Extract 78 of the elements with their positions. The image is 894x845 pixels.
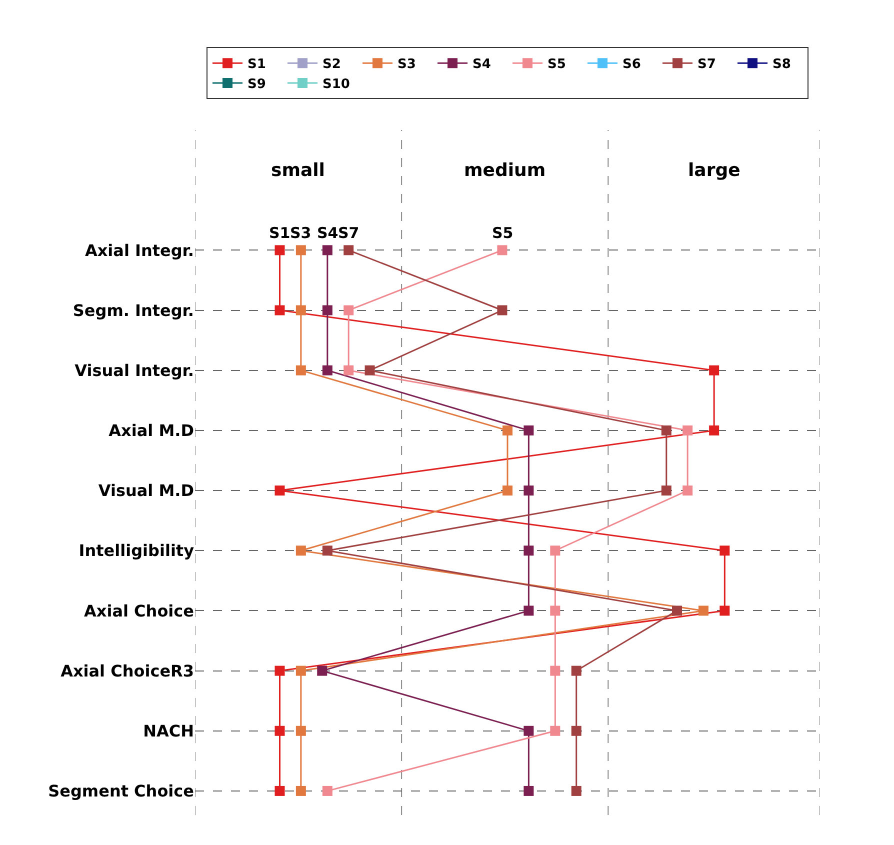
point: [709, 365, 720, 376]
legend-label: S3: [398, 57, 416, 72]
text: large: [688, 160, 740, 181]
point: [364, 365, 375, 376]
point: [344, 365, 354, 376]
legend-label: S9: [248, 77, 266, 92]
point: [709, 425, 720, 436]
y-tick-label: Axial Integr.: [84, 240, 194, 260]
point: [344, 245, 354, 256]
point: [720, 546, 730, 556]
annotation: S4: [317, 224, 338, 242]
y-tick-label: Visual M.D: [98, 481, 194, 500]
annotation: S1: [269, 224, 290, 242]
point: [550, 666, 560, 676]
point: [274, 666, 285, 676]
point: [550, 726, 560, 736]
point: [502, 486, 512, 496]
point: [497, 305, 508, 316]
point: [296, 365, 306, 376]
point: [274, 726, 285, 736]
y-tick-label: Axial ChoiceR3: [60, 661, 194, 680]
point: [296, 305, 306, 316]
point: [274, 305, 285, 316]
point: [550, 546, 560, 556]
point: [661, 425, 672, 436]
y-tick-label: Segm. Integr.: [72, 300, 194, 320]
point: [720, 606, 730, 616]
text: medium: [464, 160, 546, 181]
point: [274, 245, 285, 256]
point: [672, 606, 682, 616]
point: [317, 666, 328, 676]
point: [296, 726, 306, 736]
point: [296, 546, 306, 556]
legend-label: S6: [622, 57, 641, 72]
point: [571, 666, 582, 676]
point: [524, 786, 534, 796]
point: [682, 486, 693, 496]
y-tick-label: Axial Choice: [84, 601, 194, 620]
annotation: S5: [492, 224, 514, 242]
legend-label: S5: [548, 57, 566, 72]
y-tick-label: Segment Choice: [48, 782, 194, 801]
annotation: S3: [290, 224, 312, 242]
point: [571, 786, 582, 796]
point: [524, 425, 534, 436]
legend-label: S10: [322, 77, 350, 92]
point: [682, 425, 693, 436]
legend-label: S1: [248, 57, 266, 72]
point: [524, 546, 534, 556]
point: [524, 486, 534, 496]
y-tick-label: Visual Integr.: [74, 360, 194, 380]
point: [274, 786, 285, 796]
point: [661, 486, 672, 496]
point: [524, 606, 534, 616]
y-tick-label: NACH: [143, 721, 194, 740]
point: [571, 726, 582, 736]
point: [322, 245, 332, 256]
point: [698, 606, 708, 616]
point: [296, 786, 306, 796]
point: [322, 365, 332, 376]
point: [497, 245, 508, 256]
legend-label: S2: [322, 57, 341, 72]
point: [296, 666, 306, 676]
text: small: [271, 160, 325, 181]
y-tick-label: Axial M.D: [108, 421, 194, 440]
point: [296, 245, 306, 256]
point: [524, 726, 534, 736]
legend-label: S7: [698, 57, 716, 72]
point: [322, 786, 332, 796]
point: [344, 305, 354, 316]
point: [550, 606, 560, 616]
legend-label: S4: [472, 57, 491, 72]
y-tick-label: Intelligibility: [78, 541, 195, 560]
legend-label: S8: [772, 57, 791, 72]
point: [274, 486, 285, 496]
point: [502, 425, 512, 436]
point: [322, 305, 332, 316]
annotation: S7: [338, 224, 360, 242]
point: [322, 546, 332, 556]
